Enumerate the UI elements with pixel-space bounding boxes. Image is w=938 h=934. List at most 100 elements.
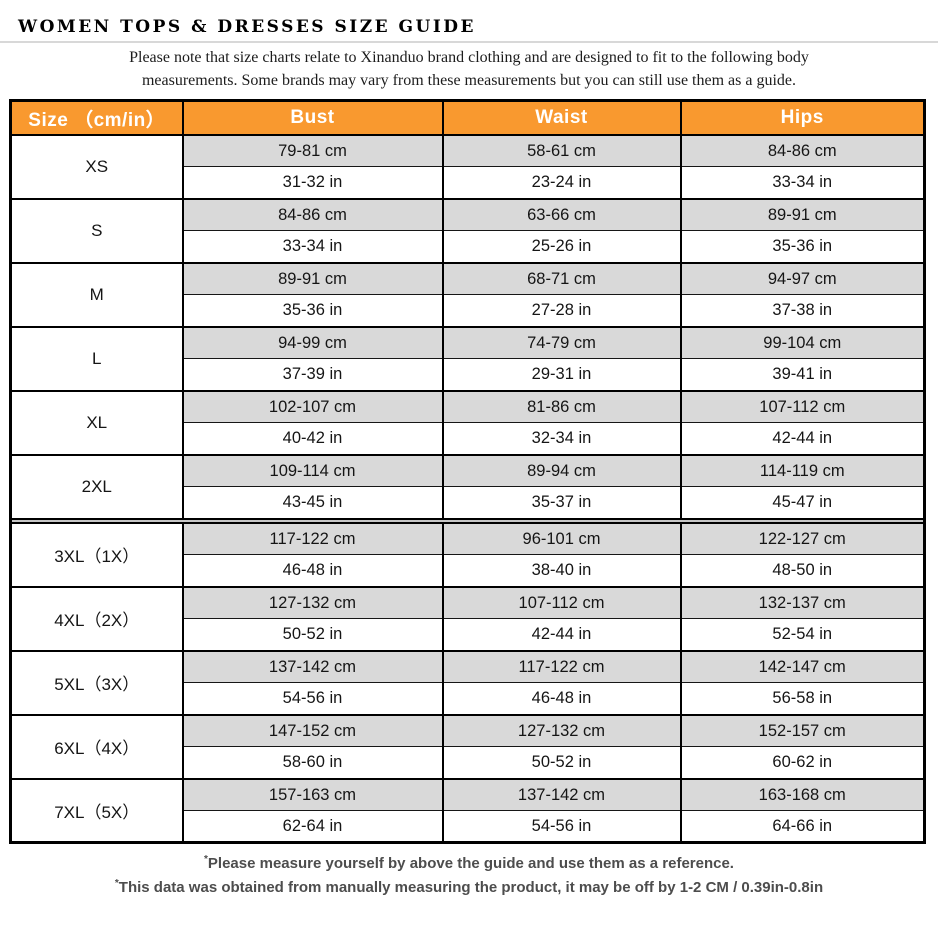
bust-cm-cell: 84-86 cm bbox=[181, 198, 444, 232]
table-row-in: 31-32 in 23-24 in 33-34 in bbox=[11, 166, 926, 200]
table-row-cm: 6XL（4X） 147-152 cm 127-132 cm 152-157 cm bbox=[9, 714, 926, 780]
waist-cm-cell: 63-66 cm bbox=[441, 198, 682, 232]
bust-cm-cell: 147-152 cm bbox=[181, 714, 444, 748]
table-row-cm: 3XL（1X） 117-122 cm 96-101 cm 122-127 cm bbox=[9, 522, 926, 588]
size-label: 4XL（2X） bbox=[9, 586, 184, 652]
hips-in-cell: 37-38 in bbox=[679, 294, 926, 328]
plus-size-divider bbox=[10, 517, 925, 524]
waist-cm-cell: 58-61 cm bbox=[441, 134, 682, 168]
table-row-in: 54-56 in 46-48 in 56-58 in bbox=[11, 682, 926, 716]
table-row-in: 58-60 in 50-52 in 60-62 in bbox=[11, 746, 926, 780]
hips-cm-cell: 163-168 cm bbox=[679, 778, 926, 812]
bust-in-cell: 43-45 in bbox=[181, 486, 444, 520]
waist-cm-cell: 68-71 cm bbox=[441, 262, 682, 296]
waist-cm-cell: 117-122 cm bbox=[441, 650, 682, 684]
table-row-cm: L 94-99 cm 74-79 cm 99-104 cm bbox=[9, 326, 926, 392]
bust-cm-cell: 127-132 cm bbox=[181, 586, 444, 620]
waist-cm-cell: 96-101 cm bbox=[441, 522, 682, 556]
title-divider bbox=[0, 41, 938, 43]
waist-cm-cell: 137-142 cm bbox=[441, 778, 682, 812]
size-label: L bbox=[9, 326, 184, 392]
hips-cm-cell: 152-157 cm bbox=[679, 714, 926, 748]
waist-in-cell: 32-34 in bbox=[441, 422, 682, 456]
bust-cm-cell: 94-99 cm bbox=[181, 326, 444, 360]
hips-cm-cell: 122-127 cm bbox=[679, 522, 926, 556]
table-row-cm: 7XL（5X） 157-163 cm 137-142 cm 163-168 cm bbox=[9, 778, 926, 844]
bust-in-cell: 40-42 in bbox=[181, 422, 444, 456]
hips-in-cell: 56-58 in bbox=[679, 682, 926, 716]
waist-in-cell: 27-28 in bbox=[441, 294, 682, 328]
footnote-reference: *Please measure yourself by above the gu… bbox=[0, 852, 938, 875]
footnote-reference-text: Please measure yourself by above the gui… bbox=[207, 855, 734, 873]
waist-cm-cell: 74-79 cm bbox=[441, 326, 682, 360]
bust-in-cell: 46-48 in bbox=[181, 554, 444, 588]
waist-in-cell: 54-56 in bbox=[441, 810, 682, 844]
size-label: XS bbox=[9, 134, 184, 200]
waist-cm-cell: 81-86 cm bbox=[441, 390, 682, 424]
table-row-in: 33-34 in 25-26 in 35-36 in bbox=[11, 230, 926, 264]
bust-in-cell: 33-34 in bbox=[181, 230, 444, 264]
waist-in-cell: 50-52 in bbox=[441, 746, 682, 780]
waist-in-cell: 38-40 in bbox=[441, 554, 682, 588]
table-row-cm: XL 102-107 cm 81-86 cm 107-112 cm bbox=[9, 390, 926, 456]
waist-in-cell: 35-37 in bbox=[441, 486, 682, 520]
page-title: WOMEN TOPS & DRESSES SIZE GUIDE bbox=[18, 17, 477, 37]
bust-cm-cell: 89-91 cm bbox=[181, 262, 444, 296]
bust-in-cell: 54-56 in bbox=[181, 682, 444, 716]
waist-in-cell: 23-24 in bbox=[441, 166, 682, 200]
footnote-tolerance-text: This data was obtained from manually mea… bbox=[118, 878, 824, 896]
size-label: 3XL（1X） bbox=[9, 522, 184, 588]
hips-in-cell: 60-62 in bbox=[679, 746, 926, 780]
bust-cm-cell: 137-142 cm bbox=[181, 650, 444, 684]
bust-in-cell: 50-52 in bbox=[181, 618, 444, 652]
size-guide-body: XS 79-81 cm 58-61 cm 84-86 cm 31-32 in 23-24 … bbox=[9, 134, 926, 844]
column-header-bust: Bust bbox=[181, 99, 444, 136]
hips-in-cell: 64-66 in bbox=[679, 810, 926, 844]
size-label: 7XL（5X） bbox=[9, 778, 184, 844]
table-header-row: Size （cm/in） Bust Waist Hips bbox=[9, 99, 926, 136]
bust-in-cell: 62-64 in bbox=[181, 810, 444, 844]
hips-cm-cell: 114-119 cm bbox=[679, 454, 926, 488]
footnote-tolerance: *This data was obtained from manually me… bbox=[0, 876, 938, 899]
table-row-in: 40-42 in 32-34 in 42-44 in bbox=[11, 422, 926, 456]
hips-in-cell: 35-36 in bbox=[679, 230, 926, 264]
footnote-marker: * bbox=[204, 854, 208, 866]
hips-cm-cell: 142-147 cm bbox=[679, 650, 926, 684]
footnote-marker: * bbox=[114, 877, 119, 889]
hips-in-cell: 39-41 in bbox=[679, 358, 926, 392]
hips-in-cell: 33-34 in bbox=[679, 166, 926, 200]
column-header-size: Size （cm/in） bbox=[9, 99, 184, 136]
waist-in-cell: 29-31 in bbox=[441, 358, 682, 392]
table-row-cm: XS 79-81 cm 58-61 cm 84-86 cm bbox=[9, 134, 926, 200]
hips-in-cell: 42-44 in bbox=[679, 422, 926, 456]
footnotes: *Please measure yourself by above the gu… bbox=[0, 852, 938, 899]
table-row-in: 37-39 in 29-31 in 39-41 in bbox=[11, 358, 926, 392]
hips-cm-cell: 94-97 cm bbox=[679, 262, 926, 296]
size-label: 5XL（3X） bbox=[9, 650, 184, 716]
size-label: S bbox=[9, 198, 184, 264]
table-row-cm: 2XL 109-114 cm 89-94 cm 114-119 cm bbox=[9, 454, 926, 520]
size-label: XL bbox=[9, 390, 184, 456]
intro-note: Please note that size charts relate to X… bbox=[0, 46, 938, 92]
size-guide-table: Size （cm/in） Bust Waist Hips XS 79-81 cm 5… bbox=[9, 99, 926, 845]
hips-cm-cell: 89-91 cm bbox=[679, 198, 926, 232]
size-label: 2XL bbox=[9, 454, 184, 520]
hips-cm-cell: 132-137 cm bbox=[679, 586, 926, 620]
table-row-in: 50-52 in 42-44 in 52-54 in bbox=[11, 618, 926, 652]
hips-in-cell: 45-47 in bbox=[679, 486, 926, 520]
table-row-in: 35-36 in 27-28 in 37-38 in bbox=[11, 294, 926, 328]
bust-cm-cell: 79-81 cm bbox=[181, 134, 444, 168]
table-row-cm: 5XL（3X） 137-142 cm 117-122 cm 142-147 cm bbox=[9, 650, 926, 716]
table-row-in: 43-45 in 35-37 in 45-47 in bbox=[11, 486, 926, 520]
bust-in-cell: 37-39 in bbox=[181, 358, 444, 392]
hips-in-cell: 52-54 in bbox=[679, 618, 926, 652]
hips-cm-cell: 99-104 cm bbox=[679, 326, 926, 360]
size-label: 6XL（4X） bbox=[9, 714, 184, 780]
bust-in-cell: 31-32 in bbox=[181, 166, 444, 200]
hips-in-cell: 48-50 in bbox=[679, 554, 926, 588]
waist-in-cell: 46-48 in bbox=[441, 682, 682, 716]
bust-cm-cell: 117-122 cm bbox=[181, 522, 444, 556]
table-row-in: 46-48 in 38-40 in 48-50 in bbox=[11, 554, 926, 588]
hips-cm-cell: 84-86 cm bbox=[679, 134, 926, 168]
bust-in-cell: 35-36 in bbox=[181, 294, 444, 328]
